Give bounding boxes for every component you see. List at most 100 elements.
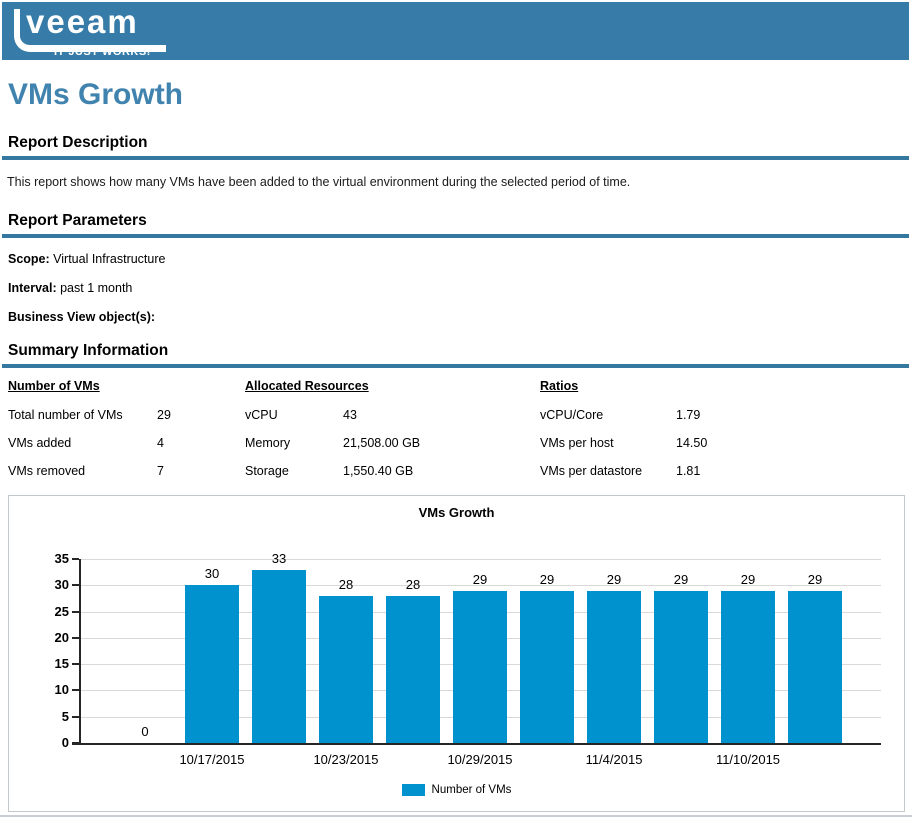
y-axis-tick-label: 15	[54, 656, 69, 672]
y-axis-tick-label: 25	[54, 603, 69, 619]
y-axis-tick-mark	[72, 689, 79, 692]
x-axis-tick-label: 10/17/2015	[179, 752, 245, 767]
y-axis-tick-label: 10	[54, 682, 69, 698]
bar-value-label: 28	[338, 577, 354, 592]
summary-column-header: Number of VMs	[8, 379, 100, 393]
summary-row-value: 29	[157, 408, 171, 422]
y-axis-tick-label: 5	[61, 708, 69, 724]
veeam-header: veeam IT JUST WORKS!™	[2, 2, 909, 60]
veeam-logo-tagline: IT JUST WORKS!™	[54, 46, 163, 58]
summary-row-label: VMs removed	[8, 464, 86, 478]
y-axis-tick-mark	[72, 558, 79, 560]
section-heading-report-description: Report Description	[8, 134, 148, 151]
summary-row-label: vCPU/Core	[540, 408, 604, 422]
y-axis-tick-mark	[72, 610, 79, 613]
summary-row-value: 1.79	[676, 408, 701, 422]
x-axis-tick-label: 11/10/2015	[715, 752, 781, 767]
report-description-text: This report shows how many VMs have been…	[7, 175, 631, 189]
chart-bar	[386, 596, 440, 743]
summary-row-label: VMs per host	[540, 436, 614, 450]
section-rule	[2, 156, 909, 160]
y-axis-tick-mark	[72, 663, 79, 666]
summary-column: Number of VMs Total number of VMs 29 VMs ad…	[8, 379, 171, 492]
bar-value-label: 29	[606, 572, 622, 587]
y-axis-line	[79, 559, 81, 743]
chart-bar	[587, 591, 641, 743]
legend-label: Number of VMs	[431, 784, 512, 796]
page-title: VMs Growth	[8, 78, 184, 111]
summary-row-value: 1.81	[676, 464, 701, 478]
chart-bar	[520, 591, 574, 743]
parameter-row: Scope: Virtual Infrastructure	[8, 252, 165, 266]
chart-bar	[721, 591, 775, 743]
summary-row-label: Memory	[245, 436, 291, 450]
page-bottom-divider	[0, 815, 912, 817]
y-axis-tick-label: 35	[54, 551, 69, 566]
y-axis-tick-mark	[72, 715, 79, 718]
parameter-value: Virtual Infrastructure	[53, 252, 166, 266]
chart-bar	[654, 591, 708, 743]
section-rule	[2, 234, 909, 238]
summary-column-header: Allocated Resources	[245, 379, 369, 393]
summary-row-value: 1,550.40 GB	[343, 464, 414, 478]
section-rule	[2, 364, 909, 368]
summary-row: vCPU 43	[245, 408, 420, 422]
x-axis-tick-label: 10/29/2015	[447, 752, 513, 767]
y-axis-tick-mark	[72, 636, 79, 639]
bar-value-label: 28	[405, 577, 421, 592]
summary-row-value: 43	[343, 408, 357, 422]
parameter-label: Interval:	[8, 281, 61, 295]
summary-row: VMs per datastore 1.81	[540, 464, 707, 478]
chart-gridline	[79, 559, 881, 560]
summary-column: Allocated Resources vCPU 43 Memory 21,508.00…	[245, 379, 420, 492]
parameter-row: Business View object(s):	[8, 310, 155, 324]
summary-row-label: VMs added	[8, 436, 72, 450]
parameter-row: Interval: past 1 month	[8, 281, 132, 295]
summary-row-label: Storage	[245, 464, 289, 478]
summary-row: VMs per host 14.50	[540, 436, 707, 450]
parameter-value: past 1 month	[60, 281, 133, 295]
parameter-label: Scope:	[8, 252, 54, 266]
summary-row: VMs removed 7	[8, 464, 171, 478]
parameter-label: Business View object(s):	[8, 310, 156, 324]
chart-bar	[252, 570, 306, 743]
bar-value-label: 33	[271, 551, 287, 566]
summary-column-header: Ratios	[540, 379, 579, 393]
summary-row-label: Total number of VMs	[8, 408, 123, 422]
veeam-logo: veeam IT JUST WORKS!™	[10, 4, 170, 60]
chart-legend: Number of VMs	[9, 784, 904, 796]
bar-value-label: 0	[141, 724, 149, 739]
chart-bar	[453, 591, 507, 743]
report-content: VMs Growth Report Description This repor…	[0, 60, 912, 478]
y-axis-tick-label: 30	[54, 577, 69, 593]
summary-row: Storage 1,550.40 GB	[245, 464, 420, 478]
vms-growth-chart: VMs Growth Number of VMs 0 5 10 15 20 25 30 35 0…	[8, 495, 905, 812]
summary-row: Total number of VMs 29	[8, 408, 171, 422]
bar-value-label: 29	[539, 572, 555, 587]
section-heading-summary-information: Summary Information	[8, 342, 169, 359]
veeam-logo-swoosh-icon	[14, 9, 166, 52]
y-axis-tick-mark	[72, 584, 79, 587]
summary-row: Memory 21,508.00 GB	[245, 436, 420, 450]
bar-value-label: 29	[807, 572, 823, 587]
chart-bar	[185, 585, 239, 743]
bar-value-label: 29	[740, 572, 756, 587]
chart-bar	[788, 591, 842, 743]
summary-row-value: 21,508.00 GB	[343, 436, 421, 450]
y-axis-tick-label: 0	[61, 735, 69, 750]
chart-title: VMs Growth	[418, 505, 495, 520]
x-axis-line	[72, 743, 881, 745]
summary-row-label: vCPU	[245, 408, 278, 422]
summary-row-value: 7	[157, 464, 164, 478]
summary-row-value: 4	[157, 436, 164, 450]
summary-information-table: Number of VMs Total number of VMs 29 VMs ad…	[0, 379, 912, 489]
summary-row: VMs added 4	[8, 436, 171, 450]
summary-row: vCPU/Core 1.79	[540, 408, 707, 422]
chart-bar	[319, 596, 373, 743]
y-axis-tick-label: 20	[54, 629, 69, 645]
summary-row-label: VMs per datastore	[540, 464, 643, 478]
summary-row-value: 14.50	[676, 436, 708, 450]
chart-gridline	[79, 585, 881, 587]
summary-column: Ratios vCPU/Core 1.79 VMs per host 14.50 VMs …	[540, 379, 707, 492]
